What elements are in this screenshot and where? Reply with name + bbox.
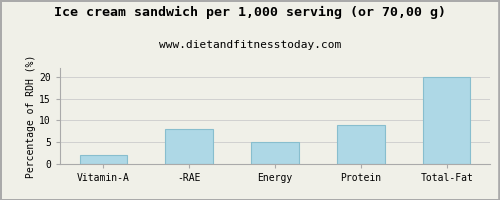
Text: Ice cream sandwich per 1,000 serving (or 70,00 g): Ice cream sandwich per 1,000 serving (or… bbox=[54, 6, 446, 19]
Y-axis label: Percentage of RDH (%): Percentage of RDH (%) bbox=[26, 54, 36, 178]
Text: www.dietandfitnesstoday.com: www.dietandfitnesstoday.com bbox=[159, 40, 341, 50]
Bar bbox=[166, 129, 212, 164]
Bar bbox=[252, 142, 298, 164]
Bar bbox=[80, 155, 127, 164]
Bar bbox=[423, 77, 470, 164]
Bar bbox=[338, 125, 384, 164]
